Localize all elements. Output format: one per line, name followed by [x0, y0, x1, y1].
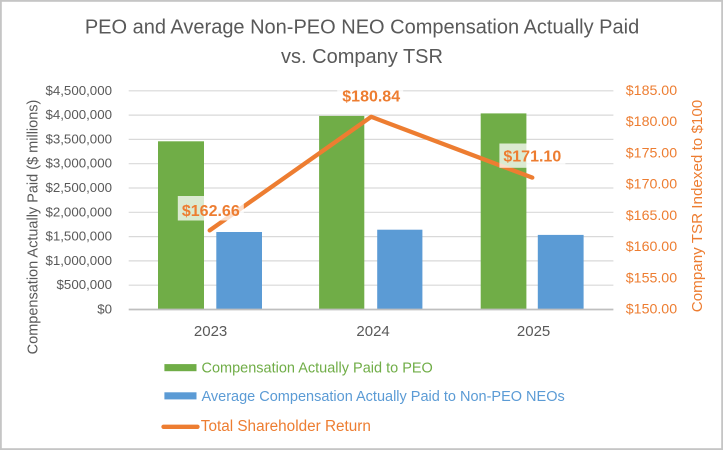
- svg-text:$180.84: $180.84: [342, 88, 400, 105]
- svg-text:Company TSR Indexed to $100: Company TSR Indexed to $100: [689, 100, 706, 312]
- svg-text:PEO and Average Non-PEO NEO Co: PEO and Average Non-PEO NEO Compensation…: [85, 17, 639, 39]
- svg-text:$0: $0: [97, 302, 112, 317]
- svg-text:$160.00: $160.00: [626, 239, 677, 255]
- svg-text:$2,000,000: $2,000,000: [45, 204, 112, 219]
- svg-text:Compensation Actually Paid to: Compensation Actually Paid to PEO: [202, 361, 433, 377]
- svg-text:$4,500,000: $4,500,000: [45, 83, 112, 98]
- svg-text:$180.00: $180.00: [626, 114, 677, 130]
- svg-text:$185.00: $185.00: [626, 83, 677, 99]
- svg-text:2025: 2025: [517, 323, 550, 340]
- svg-text:$1,000,000: $1,000,000: [45, 253, 112, 268]
- svg-text:$175.00: $175.00: [626, 145, 677, 161]
- svg-text:vs. Company TSR: vs. Company TSR: [281, 46, 443, 68]
- svg-text:$165.00: $165.00: [626, 208, 677, 224]
- svg-text:$500,000: $500,000: [57, 277, 112, 292]
- svg-text:$4,000,000: $4,000,000: [45, 107, 112, 122]
- svg-text:$171.10: $171.10: [503, 149, 561, 166]
- svg-text:Average Compensation Actually: Average Compensation Actually Paid to No…: [202, 389, 565, 405]
- svg-text:$3,000,000: $3,000,000: [45, 156, 112, 171]
- svg-text:$2,500,000: $2,500,000: [45, 180, 112, 195]
- svg-text:$155.00: $155.00: [626, 270, 677, 286]
- svg-text:$1,500,000: $1,500,000: [45, 229, 112, 244]
- svg-text:2024: 2024: [356, 323, 389, 340]
- svg-text:$162.66: $162.66: [182, 203, 240, 220]
- svg-text:$3,500,000: $3,500,000: [45, 131, 112, 146]
- svg-text:2023: 2023: [194, 323, 227, 340]
- svg-text:$150.00: $150.00: [626, 302, 677, 318]
- svg-text:$170.00: $170.00: [626, 177, 677, 193]
- svg-text:Total Shareholder Return: Total Shareholder Return: [201, 418, 371, 435]
- svg-text:Compensation Actually Paid ($: Compensation Actually Paid ($ millions): [26, 100, 42, 355]
